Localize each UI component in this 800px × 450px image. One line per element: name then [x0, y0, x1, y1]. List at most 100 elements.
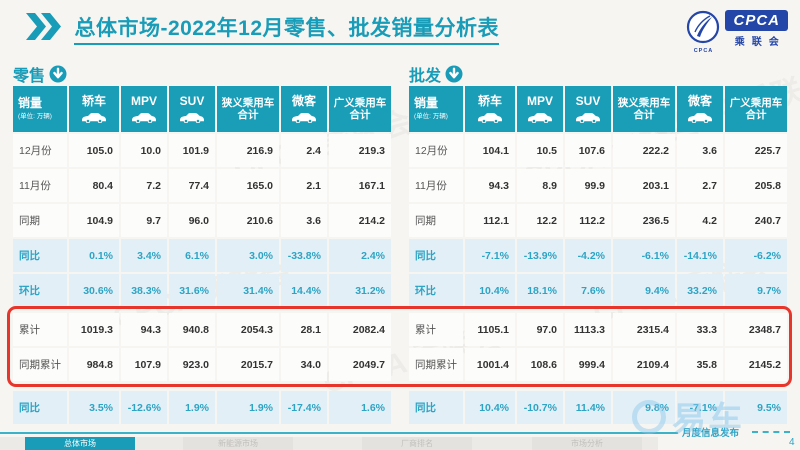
- cell-value: -6.2%: [725, 239, 787, 272]
- table-row-retail-4: 环比 30.6% 38.3% 31.6% 31.4% 14.4% 31.2%: [13, 274, 391, 307]
- cell-value: 219.3: [329, 134, 391, 167]
- car-icon: [576, 112, 600, 123]
- row-label: 累计: [409, 313, 463, 346]
- cell-value: 2315.4: [613, 313, 675, 346]
- cell-value: -13.9%: [517, 239, 563, 272]
- row-label: 同比: [409, 391, 463, 424]
- header-cell: 微客: [677, 86, 723, 132]
- cell-value: 10.0: [121, 134, 167, 167]
- header-cell-sales: 销量 (单位: 万辆): [13, 86, 67, 132]
- cell-value: 38.3%: [121, 274, 167, 307]
- footer-tab-3[interactable]: 市场分析: [532, 437, 642, 450]
- header-cell-sales: 销量 (单位: 万辆): [409, 86, 463, 132]
- cell-value: 236.5: [613, 204, 675, 237]
- row-label: 12月份: [409, 134, 463, 167]
- cell-value: 101.9: [169, 134, 215, 167]
- cell-value: 107.9: [121, 348, 167, 381]
- cell-value: 12.2: [517, 204, 563, 237]
- cell-value: -7.1%: [677, 391, 723, 424]
- header-cell: 广义乘用车合计: [329, 86, 391, 132]
- section-label-text: 批发: [409, 68, 442, 85]
- table-header-row: 销量 (单位: 万辆) 轿车 MPV SUV 狭义乘用车合计 微客 广义乘用车合计: [13, 86, 391, 132]
- footer-tab-2[interactable]: 厂商排名: [362, 437, 472, 450]
- cell-value: 7.2: [121, 169, 167, 202]
- cell-value: -33.8%: [281, 239, 327, 272]
- column-header-label: 微客: [687, 94, 712, 109]
- cell-value: 33.2%: [677, 274, 723, 307]
- cell-value: 3.5%: [69, 391, 119, 424]
- row-label: 同期累计: [409, 348, 463, 381]
- table-row-wholesale-6: 同期累计 1001.4 108.6 999.4 2109.4 35.8 2145.2: [409, 348, 787, 381]
- cell-value: 10.4%: [465, 391, 515, 424]
- cell-value: 999.4: [565, 348, 611, 381]
- cell-value: 11.4%: [565, 391, 611, 424]
- table-row-retail-0: 12月份 105.0 10.0 101.9 216.9 2.4 219.3: [13, 134, 391, 167]
- row-label: 同比: [13, 239, 67, 272]
- column-header-label: SUV: [575, 94, 601, 109]
- car-icon: [132, 112, 156, 123]
- cell-value: 2049.7: [329, 348, 391, 381]
- sales-header-label: 销量: [18, 96, 43, 111]
- footer-tab-0[interactable]: 总体市场: [25, 437, 135, 450]
- cell-value: -6.1%: [613, 239, 675, 272]
- cell-value: 112.2: [565, 204, 611, 237]
- row-label: 同期: [409, 204, 463, 237]
- cell-value: 9.4%: [613, 274, 675, 307]
- cell-value: 96.0: [169, 204, 215, 237]
- row-label: 12月份: [13, 134, 67, 167]
- cell-value: 225.7: [725, 134, 787, 167]
- cell-value: -7.1%: [465, 239, 515, 272]
- cell-value: 205.8: [725, 169, 787, 202]
- section-label-wholesale: 批发: [409, 62, 463, 86]
- cell-value: 7.6%: [565, 274, 611, 307]
- table-row-wholesale-0: 12月份 104.1 10.5 107.6 222.2 3.6 225.7: [409, 134, 787, 167]
- car-icon: [292, 112, 316, 123]
- cell-value: 8.9: [517, 169, 563, 202]
- cell-value: 2.1: [281, 169, 327, 202]
- column-header-label: 广义乘用车合计: [729, 96, 783, 121]
- cell-value: 2015.7: [217, 348, 279, 381]
- cell-value: 4.2: [677, 204, 723, 237]
- row-label: 同比: [409, 239, 463, 272]
- double-chevron-icon: [26, 12, 62, 45]
- cell-value: 3.4%: [121, 239, 167, 272]
- header-cell: MPV: [121, 86, 167, 132]
- car-icon: [180, 112, 204, 123]
- bottom-tab-strip: 总体市场 新能源市场 厂商排名 市场分析: [0, 437, 658, 450]
- cell-value: 34.0: [281, 348, 327, 381]
- cell-value: 107.6: [565, 134, 611, 167]
- cell-value: 1105.1: [465, 313, 515, 346]
- cell-value: 104.1: [465, 134, 515, 167]
- cell-value: 31.2%: [329, 274, 391, 307]
- row-label: 11月份: [409, 169, 463, 202]
- column-header-label: 微客: [291, 94, 316, 109]
- table-row-wholesale-3: 同比 -7.1% -13.9% -4.2% -6.1% -14.1% -6.2%: [409, 239, 787, 272]
- cell-value: 984.8: [69, 348, 119, 381]
- cell-value: -12.6%: [121, 391, 167, 424]
- cell-value: 203.1: [613, 169, 675, 202]
- cell-value: 3.6: [677, 134, 723, 167]
- cell-value: 10.4%: [465, 274, 515, 307]
- footer-tab-1[interactable]: 新能源市场: [183, 437, 293, 450]
- cell-value: 216.9: [217, 134, 279, 167]
- table-row-wholesale-7: 同比 10.4% -10.7% 11.4% 9.8% -7.1% 9.5%: [409, 391, 787, 424]
- header-cell: 狭义乘用车合计: [217, 86, 279, 132]
- cell-value: 112.1: [465, 204, 515, 237]
- wholesale-table: 销量 (单位: 万辆) 轿车 MPV SUV 狭义乘用车合计 微客 广义乘用车合计 12月份 10…: [409, 86, 787, 424]
- header-cell: MPV: [517, 86, 563, 132]
- cell-value: 80.4: [69, 169, 119, 202]
- cell-value: 3.0%: [217, 239, 279, 272]
- cell-value: 6.1%: [169, 239, 215, 272]
- cell-value: 2348.7: [725, 313, 787, 346]
- cell-value: 108.6: [517, 348, 563, 381]
- cell-value: 923.0: [169, 348, 215, 381]
- cell-value: -14.1%: [677, 239, 723, 272]
- cell-value: 28.1: [281, 313, 327, 346]
- cell-value: 3.6: [281, 204, 327, 237]
- cell-value: 2082.4: [329, 313, 391, 346]
- slide-header: 总体市场-2022年12月零售、批发销量分析表 CPCA CPCA 乘联会: [26, 10, 792, 58]
- car-icon: [82, 112, 106, 123]
- cpca-cn-name: 乘联会: [734, 37, 786, 48]
- table-header-row: 销量 (单位: 万辆) 轿车 MPV SUV 狭义乘用车合计 微客 广义乘用车合计: [409, 86, 787, 132]
